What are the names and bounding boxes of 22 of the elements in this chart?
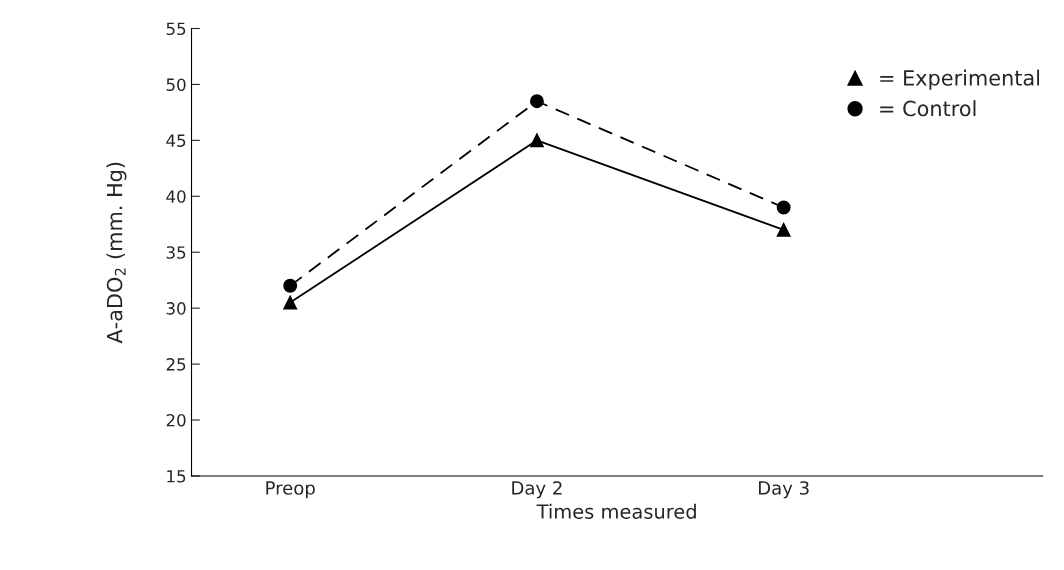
y-tick-label: 45 [166, 134, 186, 147]
y-tick-label: 50 [166, 78, 186, 91]
x-tick-label: Preop [266, 481, 315, 499]
y-tick-label: 20 [166, 413, 186, 427]
y-tick-label: 30 [166, 302, 186, 315]
y-tick-label: 15 [167, 470, 186, 483]
point [283, 295, 298, 310]
legend-label: = Experimental [880, 69, 1040, 90]
point [529, 94, 544, 109]
point [529, 133, 544, 148]
x-axis-title: Times measured [536, 503, 696, 519]
point [776, 200, 791, 215]
y-axis-title: A-aDO$_{2}$ (mm. Hg) [106, 162, 127, 344]
y-tick-label: 25 [166, 358, 186, 371]
point [776, 222, 791, 237]
y-tick-label: 40 [166, 190, 186, 203]
legend-label: = Control [880, 100, 976, 117]
point [283, 278, 298, 293]
y-tick-label: 55 [166, 22, 186, 36]
x-tick-label: Day 3 [758, 481, 809, 499]
x-tick-label: Day 2 [512, 481, 562, 499]
y-tick-label: 35 [166, 246, 186, 259]
